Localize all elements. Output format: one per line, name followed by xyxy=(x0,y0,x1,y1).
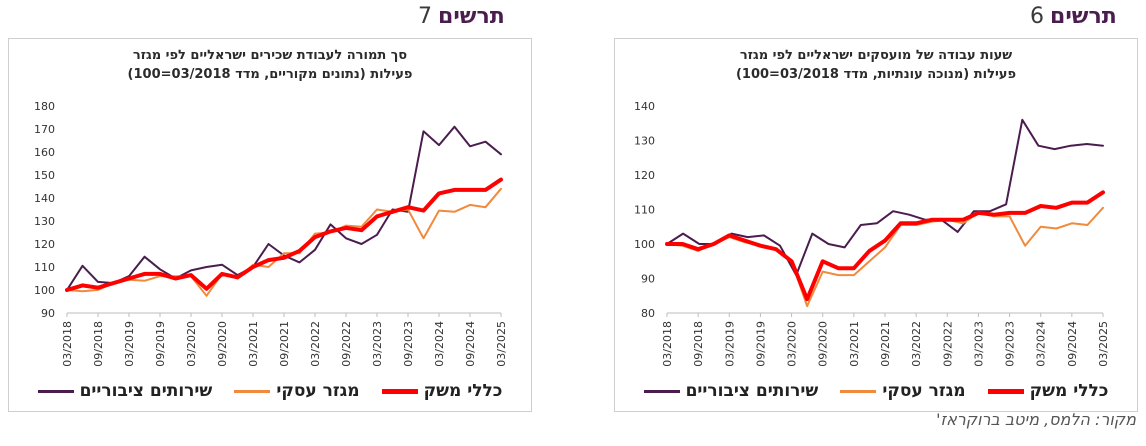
legend-label-business: מגזר עסקי xyxy=(882,381,966,401)
x-tick-label: 03/2023 xyxy=(371,321,384,367)
x-tick-label: 03/2018 xyxy=(61,321,74,367)
x-tick-label: 03/2021 xyxy=(247,321,260,367)
figure-6-number: 6 xyxy=(1030,4,1044,29)
line-chart-figure-7: 90 100 110 120 130 140 150 160 170 180 03/2018 09/2… xyxy=(34,100,508,367)
legend-swatch-public xyxy=(37,389,74,393)
y-tick-label: 110 xyxy=(34,261,55,274)
series-line-business xyxy=(666,206,1104,308)
y-tick-label: 150 xyxy=(34,169,55,182)
series-line-business xyxy=(66,187,502,297)
y-tick-label: 140 xyxy=(34,192,55,205)
series-line-total xyxy=(65,177,503,292)
x-tick-label: 03/2025 xyxy=(495,321,508,367)
legend-swatch-business xyxy=(234,389,271,393)
x-tick-label: 03/2021 xyxy=(848,321,861,367)
x-tick-label: 03/2022 xyxy=(910,321,923,367)
y-tick-label: 110 xyxy=(634,204,655,217)
y-tick-label: 130 xyxy=(634,135,655,148)
figure-7-label: תרשים xyxy=(438,4,505,29)
y-tick-label: 80 xyxy=(641,307,655,320)
legend-figure-7: כללי משק מגזר עסקי שירותים ציבוריים xyxy=(9,381,531,401)
x-tick-label: 09/2024 xyxy=(464,321,477,367)
source-note: מקור: הלמס, מיטב ברוקראז' xyxy=(936,410,1136,429)
x-tick-label: 03/2019 xyxy=(723,321,736,367)
legend-item-business: מגזר עסקי xyxy=(234,381,360,401)
x-tick-label: 09/2021 xyxy=(278,321,291,367)
legend-item-public: שירותים ציבוריים xyxy=(37,381,213,401)
y-tick-label: 160 xyxy=(34,146,55,159)
legend-item-total: כללי משק xyxy=(987,381,1109,401)
series-line-public xyxy=(666,118,1104,277)
figure-7-title: תרשים7 xyxy=(418,4,505,38)
y-tick-label: 100 xyxy=(34,284,55,297)
chart-panel-figure-6: שעות עבודה של מועסקים ישראליים לפי מגזר … xyxy=(614,38,1138,412)
series-line-total xyxy=(665,190,1105,302)
legend-label-public: שירותים ציבוריים xyxy=(79,381,213,401)
figure-6-label: תרשים xyxy=(1050,4,1117,29)
x-tick-label: 03/2022 xyxy=(309,321,322,367)
x-tick-label: 03/2020 xyxy=(185,321,198,367)
chart-title-line1: סך תמורה לעבודת שכירים ישראליים לפי מגזר xyxy=(132,48,408,63)
y-tick-label: 130 xyxy=(34,215,55,228)
y-tick-label: 90 xyxy=(641,273,655,286)
legend-swatch-total xyxy=(381,388,418,394)
legend-label-public: שירותים ציבוריים xyxy=(685,381,819,401)
chart-title-line1: שעות עבודה של מועסקים ישראליים לפי מגזר xyxy=(739,48,1013,63)
series-line-public xyxy=(66,125,502,291)
chart-title-line2: פעילות (מנוכה עונתיות, מדד 03/2018=100) xyxy=(735,67,1017,82)
legend-figure-6: כללי משק מגזר עסקי שירותים ציבוריים xyxy=(615,381,1137,401)
x-tick-label: 03/2025 xyxy=(1097,321,1110,367)
x-tick-label: 09/2019 xyxy=(154,321,167,367)
x-tick-label: 09/2018 xyxy=(692,321,705,367)
x-tick-label: 03/2024 xyxy=(433,321,446,367)
x-tick-label: 03/2023 xyxy=(972,321,985,367)
x-tick-label: 03/2024 xyxy=(1035,321,1048,367)
y-tick-label: 180 xyxy=(34,100,55,113)
x-tick-label: 09/2020 xyxy=(817,321,830,367)
figure-7-number: 7 xyxy=(418,4,432,29)
y-tick-label: 90 xyxy=(41,307,55,320)
y-tick-label: 120 xyxy=(634,169,655,182)
legend-label-total: כללי משק xyxy=(423,381,503,401)
x-tick-label: 03/2018 xyxy=(661,321,674,367)
x-tick-label: 09/2021 xyxy=(879,321,892,367)
x-tick-label: 09/2019 xyxy=(754,321,767,367)
x-tick-label: 09/2024 xyxy=(1066,321,1079,367)
legend-label-total: כללי משק xyxy=(1029,381,1109,401)
legend-label-business: מגזר עסקי xyxy=(276,381,360,401)
y-tick-label: 100 xyxy=(634,238,655,251)
legend-swatch-public xyxy=(643,389,680,393)
x-tick-label: 09/2018 xyxy=(92,321,105,367)
x-tick-label: 09/2020 xyxy=(216,321,229,367)
legend-swatch-business xyxy=(840,389,877,393)
chart-title-line2: פעילות (נתונים מקוריים, מדד 03/2018=100) xyxy=(127,67,413,82)
line-chart-figure-6: 80 90 100 110 120 130 140 03/2018 09/2018 03/2019… xyxy=(634,100,1110,367)
y-tick-label: 140 xyxy=(634,100,655,113)
x-tick-label: 03/2020 xyxy=(786,321,799,367)
legend-item-business: מגזר עסקי xyxy=(840,381,966,401)
x-tick-label: 09/2022 xyxy=(941,321,954,367)
legend-item-public: שירותים ציבוריים xyxy=(643,381,819,401)
chart-panel-figure-7: סך תמורה לעבודת שכירים ישראליים לפי מגזר… xyxy=(8,38,532,412)
x-tick-label: 09/2023 xyxy=(402,321,415,367)
legend-swatch-total xyxy=(987,388,1024,394)
y-tick-label: 170 xyxy=(34,123,55,136)
x-tick-label: 09/2022 xyxy=(340,321,353,367)
figure-6-title: תרשים6 xyxy=(1030,4,1117,38)
y-tick-label: 120 xyxy=(34,238,55,251)
x-tick-label: 03/2019 xyxy=(123,321,136,367)
legend-item-total: כללי משק xyxy=(381,381,503,401)
x-tick-label: 09/2023 xyxy=(1004,321,1017,367)
